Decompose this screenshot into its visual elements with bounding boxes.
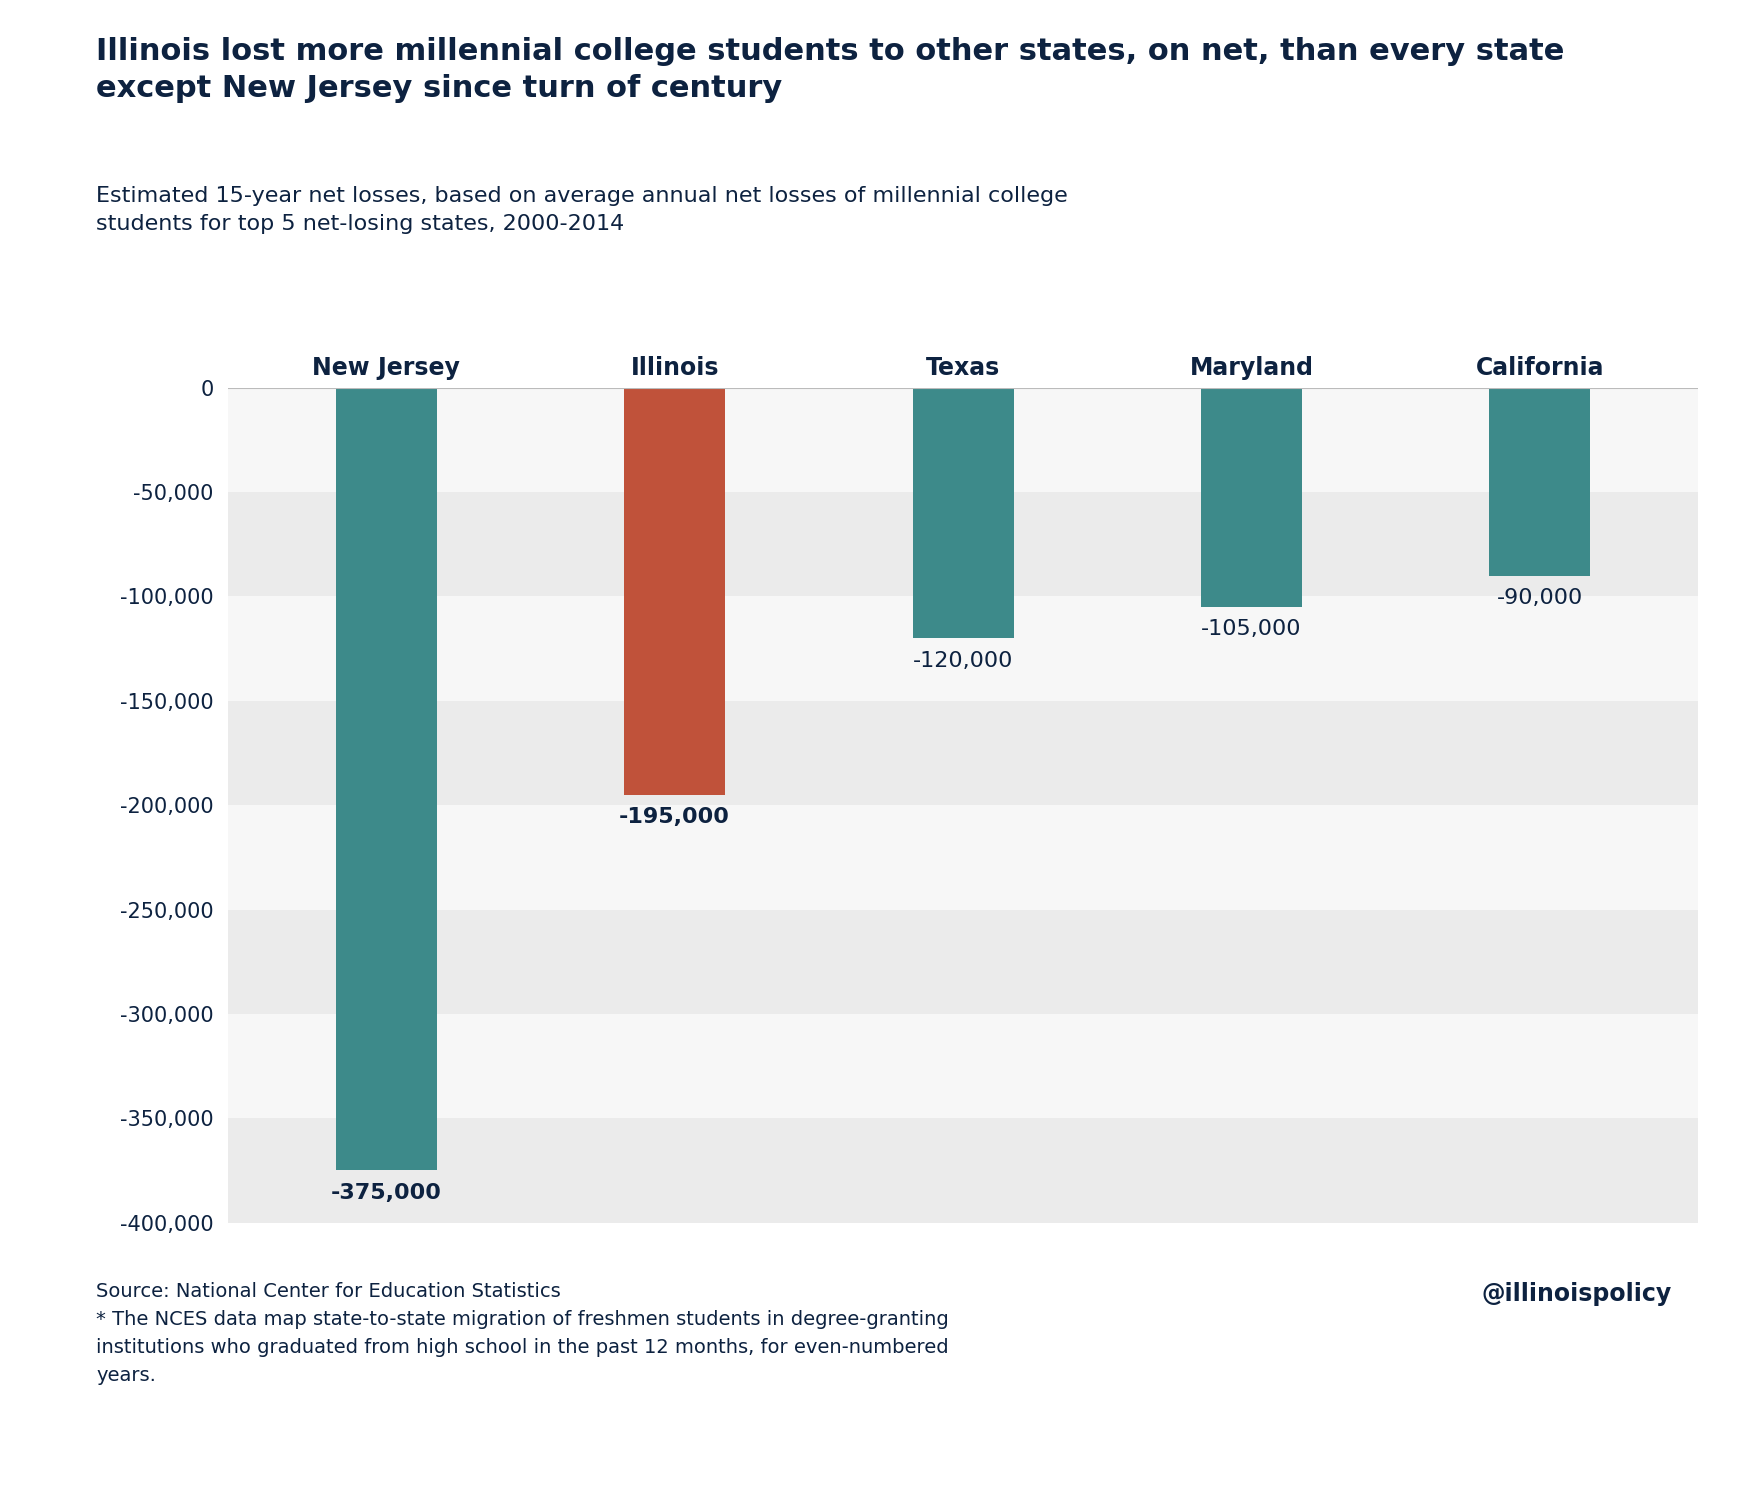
Bar — [336, 388, 436, 1170]
Text: Estimated 15-year net losses, based on average annual net losses of millennial c: Estimated 15-year net losses, based on a… — [96, 186, 1068, 234]
Bar — [228, 701, 1698, 805]
Text: -90,000: -90,000 — [1497, 587, 1583, 608]
Text: California: California — [1476, 356, 1604, 380]
Bar — [228, 805, 1698, 910]
Text: Illinois lost more millennial college students to other states, on net, than eve: Illinois lost more millennial college st… — [96, 37, 1565, 103]
Bar — [228, 492, 1698, 596]
Text: -375,000: -375,000 — [331, 1182, 441, 1203]
Bar — [228, 1118, 1698, 1223]
Text: @illinoispolicy: @illinoispolicy — [1481, 1282, 1672, 1306]
Bar — [228, 910, 1698, 1014]
Text: Texas: Texas — [926, 356, 1000, 380]
Bar — [1490, 388, 1590, 576]
Text: Maryland: Maryland — [1189, 356, 1313, 380]
Text: -105,000: -105,000 — [1201, 619, 1301, 640]
Bar — [228, 596, 1698, 701]
Text: -120,000: -120,000 — [912, 650, 1014, 671]
Text: New Jersey: New Jersey — [312, 356, 461, 380]
Bar — [1201, 388, 1303, 607]
Bar — [228, 1014, 1698, 1118]
Text: -195,000: -195,000 — [620, 807, 730, 828]
Bar — [623, 388, 725, 795]
Bar — [228, 388, 1698, 492]
Text: Source: National Center for Education Statistics
* The NCES data map state-to-st: Source: National Center for Education St… — [96, 1282, 949, 1385]
Text: Illinois: Illinois — [630, 356, 720, 380]
Bar — [912, 388, 1014, 638]
